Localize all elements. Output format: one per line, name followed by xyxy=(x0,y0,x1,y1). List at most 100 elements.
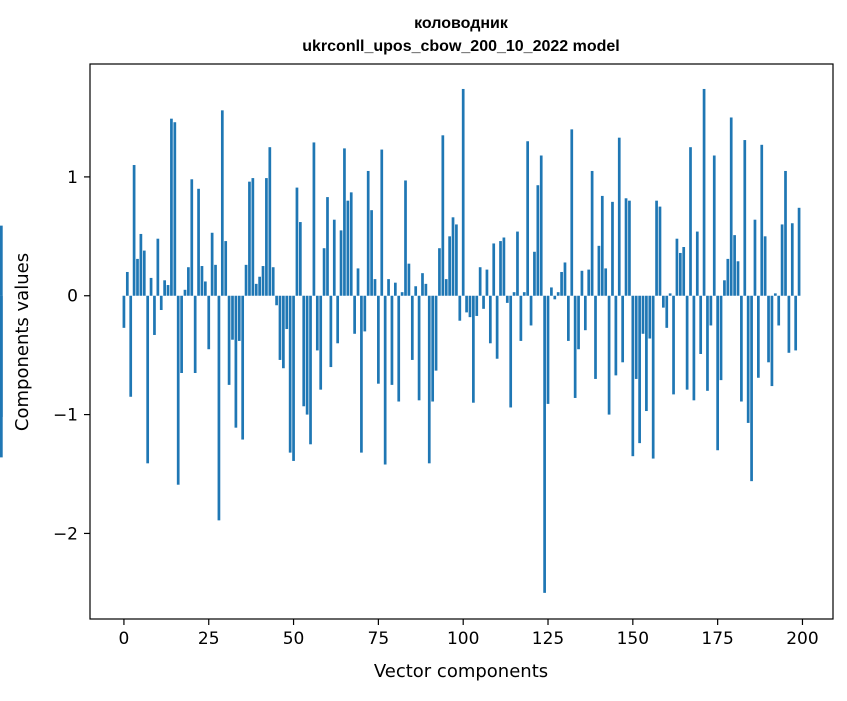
bar xyxy=(407,263,411,296)
bar xyxy=(695,231,699,296)
bar xyxy=(512,292,516,296)
bar xyxy=(790,223,794,296)
bar xyxy=(312,142,316,296)
bar xyxy=(261,266,265,296)
bar xyxy=(366,170,370,296)
bar xyxy=(417,295,421,401)
bar xyxy=(176,295,180,485)
bar xyxy=(380,149,384,296)
bar xyxy=(159,295,163,311)
bar xyxy=(370,210,373,296)
bar xyxy=(770,295,774,387)
bar xyxy=(655,200,658,296)
bar xyxy=(0,295,3,458)
y-axis-ticks: −2 −1 0 1 xyxy=(53,168,90,544)
bar xyxy=(529,295,533,326)
bar xyxy=(139,233,143,296)
bar xyxy=(614,295,618,376)
bar xyxy=(390,295,394,385)
bar xyxy=(125,271,129,296)
bar xyxy=(393,282,397,296)
bar xyxy=(746,295,750,423)
bar xyxy=(773,293,777,296)
bar xyxy=(621,295,625,363)
bar xyxy=(536,185,540,296)
bar xyxy=(166,285,170,296)
bar xyxy=(757,295,760,378)
bar xyxy=(482,295,485,309)
bar xyxy=(533,251,536,296)
bar xyxy=(214,264,217,296)
bar xyxy=(587,269,591,296)
bar xyxy=(309,295,312,445)
bar xyxy=(455,224,458,296)
y-tick-label: −2 xyxy=(53,524,78,544)
bar xyxy=(349,192,353,296)
bar xyxy=(170,118,173,296)
bar xyxy=(421,273,424,296)
bar xyxy=(265,178,268,296)
bar xyxy=(200,266,204,296)
bar xyxy=(624,198,628,296)
bar xyxy=(451,217,455,296)
bar xyxy=(668,293,672,296)
bar xyxy=(441,135,445,296)
bar xyxy=(712,155,716,296)
x-tick-label: 100 xyxy=(447,629,479,649)
bar xyxy=(343,148,346,296)
bar xyxy=(241,295,245,440)
bar xyxy=(465,295,468,313)
bar xyxy=(387,279,390,296)
bar xyxy=(326,197,329,296)
bar xyxy=(488,295,492,344)
bar xyxy=(526,141,530,296)
bar xyxy=(315,295,319,351)
bar xyxy=(651,295,655,459)
bar xyxy=(590,170,594,296)
bar xyxy=(658,206,662,296)
bar xyxy=(271,267,275,296)
bar xyxy=(302,295,306,407)
bar xyxy=(580,270,584,296)
bar xyxy=(648,295,652,339)
chart-subtitle: ukrconll_upos_cbow_200_10_2022 model xyxy=(302,38,619,55)
bar xyxy=(268,147,272,296)
bar xyxy=(275,295,278,306)
bar xyxy=(278,295,282,360)
bar xyxy=(193,295,197,373)
bar xyxy=(329,295,333,368)
bar xyxy=(736,261,740,296)
x-tick-label: 200 xyxy=(786,629,818,649)
bar xyxy=(763,236,767,296)
bar xyxy=(132,165,136,296)
bar xyxy=(207,295,211,350)
bar xyxy=(248,181,251,296)
bar xyxy=(682,247,686,296)
bar xyxy=(254,283,258,296)
bar xyxy=(777,295,781,326)
bar xyxy=(519,295,523,341)
bar xyxy=(458,295,462,321)
bar xyxy=(539,155,543,296)
bar xyxy=(251,178,255,296)
bar xyxy=(244,264,248,296)
bar xyxy=(0,225,3,296)
x-tick-label: 150 xyxy=(617,629,649,649)
bar xyxy=(509,295,513,408)
bar xyxy=(516,231,519,296)
bar xyxy=(438,248,441,296)
y-tick-label: 0 xyxy=(67,287,78,307)
bar xyxy=(122,295,126,328)
bar xyxy=(543,295,546,593)
bar xyxy=(678,252,682,296)
bar xyxy=(234,295,238,428)
bar xyxy=(597,245,601,296)
bar xyxy=(607,295,611,415)
bar xyxy=(499,241,502,296)
bar xyxy=(461,88,465,296)
bar xyxy=(136,258,139,296)
x-tick-label: 0 xyxy=(119,629,130,649)
y-axis-label: Components values xyxy=(12,253,33,431)
